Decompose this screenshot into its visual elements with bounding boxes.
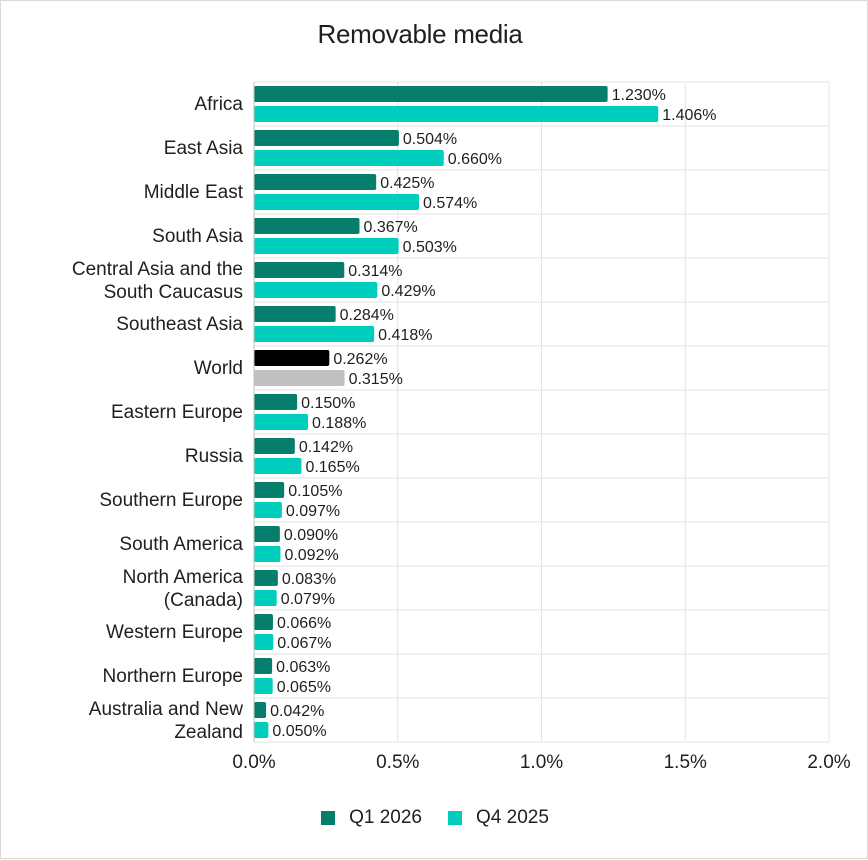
bar-q1-2026	[254, 174, 377, 190]
bar-q4-2025	[254, 678, 273, 694]
bar-q1-2026	[254, 86, 608, 102]
data-label: 0.067%	[277, 635, 331, 652]
category-label: South Caucasus	[104, 282, 243, 303]
x-tick-label: 0.5%	[376, 752, 419, 773]
legend-swatch	[448, 811, 462, 825]
category-label: Zealand	[174, 722, 243, 743]
data-label: 0.367%	[364, 219, 418, 236]
data-label: 0.097%	[286, 503, 340, 520]
bar-q1-2026	[254, 570, 278, 586]
category-label: Middle East	[144, 182, 244, 203]
bar-q1-2026	[254, 438, 295, 454]
category-label: Southeast Asia	[116, 314, 243, 335]
x-tick-label: 1.5%	[664, 752, 707, 773]
bar-q4-2025	[254, 282, 378, 298]
data-label: 0.284%	[340, 307, 394, 324]
data-label: 0.150%	[301, 395, 355, 412]
bar-q4-2025	[254, 590, 277, 606]
category-label: World	[194, 358, 243, 379]
bar-q4-2025	[254, 106, 659, 122]
bar-q1-2026	[254, 482, 285, 498]
data-label: 0.092%	[284, 547, 338, 564]
category-label: (Canada)	[164, 590, 243, 611]
bar-q1-2026	[254, 394, 298, 410]
data-label: 0.066%	[277, 615, 331, 632]
data-label: 0.090%	[284, 527, 338, 544]
bar-q4-2025	[254, 502, 282, 518]
data-label: 1.230%	[612, 87, 666, 104]
data-label: 1.406%	[662, 107, 716, 124]
bar-q1-2026	[254, 658, 273, 674]
category-label: Central Asia and the	[72, 259, 243, 280]
data-label: 0.042%	[270, 703, 324, 720]
data-label: 0.315%	[349, 371, 403, 388]
bar-q1-2026	[254, 702, 267, 718]
bar-q1-2026	[254, 218, 360, 234]
category-label: Eastern Europe	[111, 402, 243, 423]
data-label: 0.314%	[348, 263, 402, 280]
category-label: North America	[123, 567, 244, 588]
data-label: 0.574%	[423, 195, 477, 212]
bar-q4-2025	[254, 722, 269, 738]
legend: Q1 2026 Q4 2025	[1, 807, 868, 829]
bar-q4-2025	[254, 150, 444, 166]
category-label: South America	[119, 534, 243, 555]
chart-title: Removable media	[317, 19, 523, 49]
bar-q1-2026	[254, 262, 345, 278]
category-label: Australia and New	[89, 699, 243, 720]
bar-q1-2026	[254, 130, 399, 146]
category-label: South Asia	[152, 226, 243, 247]
data-label: 0.418%	[378, 327, 432, 344]
x-tick-label: 1.0%	[520, 752, 563, 773]
category-label: East Asia	[164, 138, 244, 159]
legend-item: Q4 2025	[448, 807, 549, 829]
bar-q4-2025	[254, 414, 309, 430]
data-label: 0.188%	[312, 415, 366, 432]
data-label: 0.165%	[305, 459, 359, 476]
legend-swatch	[321, 811, 336, 825]
bar-q4-2025	[254, 458, 302, 474]
legend-label: Q4 2025	[476, 807, 549, 828]
bar-q4-2025	[254, 370, 345, 386]
bar-q4-2025	[254, 546, 281, 562]
category-label: Russia	[185, 446, 244, 467]
bar-q1-2026	[254, 526, 280, 542]
data-label: 0.142%	[299, 439, 353, 456]
bar-q4-2025	[254, 326, 375, 342]
legend-label: Q1 2026	[349, 807, 422, 828]
category-label: Northern Europe	[103, 666, 243, 687]
bar-q1-2026	[254, 350, 330, 366]
data-label: 0.504%	[403, 131, 457, 148]
category-label: Africa	[194, 94, 243, 115]
data-label: 0.105%	[288, 483, 342, 500]
data-label: 0.065%	[277, 679, 331, 696]
bar-q4-2025	[254, 634, 274, 650]
bar-q1-2026	[254, 306, 336, 322]
legend-item: Q1 2026	[321, 807, 422, 829]
data-label: 0.050%	[272, 723, 326, 740]
bar-q4-2025	[254, 194, 420, 210]
category-label: Western Europe	[106, 622, 243, 643]
data-label: 0.429%	[381, 283, 435, 300]
x-tick-label: 2.0%	[807, 752, 850, 773]
category-label: Southern Europe	[99, 490, 243, 511]
data-label: 0.262%	[333, 351, 387, 368]
x-tick-label: 0.0%	[232, 752, 275, 773]
data-label: 0.079%	[281, 591, 335, 608]
bar-q4-2025	[254, 238, 399, 254]
data-label: 0.063%	[276, 659, 330, 676]
data-label: 0.083%	[282, 571, 336, 588]
data-label: 0.503%	[403, 239, 457, 256]
bar-q1-2026	[254, 614, 273, 630]
data-label: 0.660%	[448, 151, 502, 168]
data-label: 0.425%	[380, 175, 434, 192]
